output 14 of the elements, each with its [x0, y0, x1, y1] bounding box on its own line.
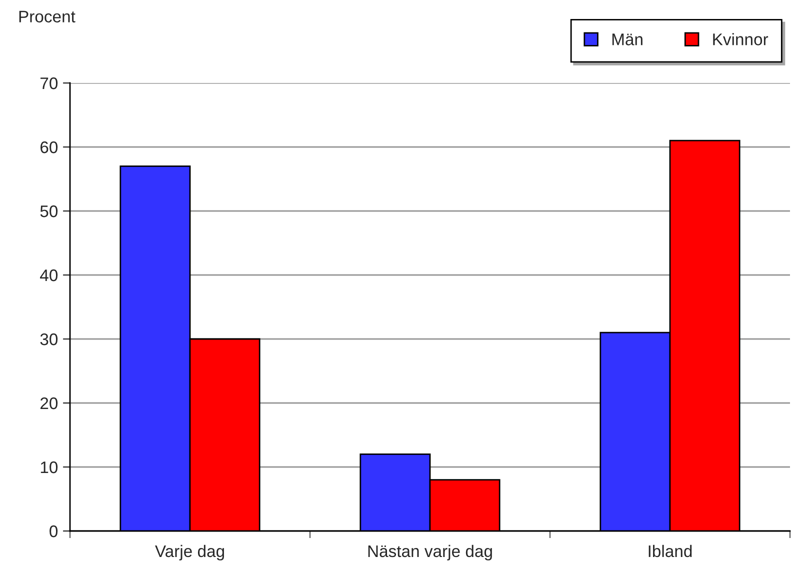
legend-label: Kvinnor — [713, 33, 768, 46]
y-tick-label: 20 — [40, 397, 58, 410]
x-tick-label: Nästan varje dag — [368, 544, 492, 560]
y-tick-label: 30 — [40, 333, 58, 346]
y-tick-label: 0 — [50, 525, 58, 538]
y-axis-title: Procent — [19, 10, 76, 22]
y-tick-label: 10 — [40, 461, 58, 474]
x-tick-label: Ibland — [648, 544, 692, 558]
y-tick-label: 70 — [40, 77, 58, 90]
legend-label: Män — [612, 34, 642, 46]
y-tick-label: 40 — [40, 269, 58, 282]
y-tick-label: 50 — [40, 205, 58, 218]
x-tick-label: Varje dag — [155, 544, 224, 560]
y-tick-label: 60 — [40, 141, 58, 154]
